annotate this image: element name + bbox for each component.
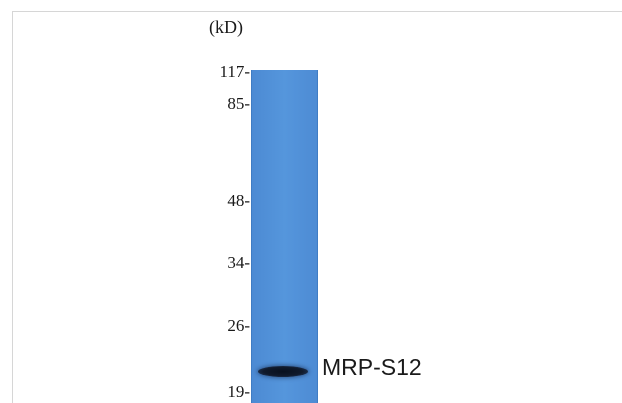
marker-26: 26- (227, 316, 250, 335)
blot-lane (251, 70, 318, 403)
figure-border-left (12, 11, 13, 403)
band-label: MRP-S12 (322, 354, 422, 380)
unit-label: (kD) (209, 17, 243, 37)
figure-border-top (12, 11, 622, 12)
protein-band (258, 366, 308, 377)
marker-117: 117- (219, 62, 250, 81)
marker-34: 34- (227, 253, 250, 272)
marker-19: 19- (227, 382, 250, 401)
marker-85: 85- (227, 94, 250, 113)
marker-48: 48- (227, 191, 250, 210)
